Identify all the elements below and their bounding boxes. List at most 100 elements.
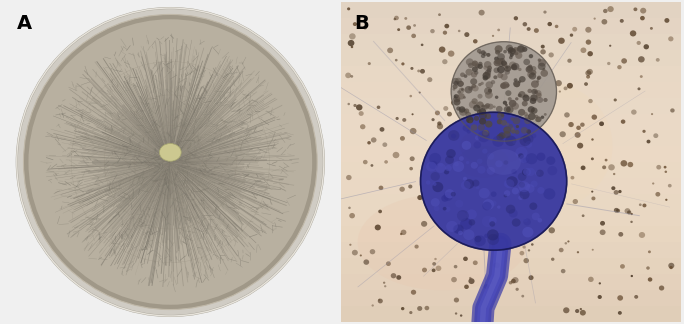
Circle shape — [506, 108, 510, 112]
Circle shape — [453, 84, 458, 89]
Circle shape — [490, 80, 495, 84]
Circle shape — [497, 73, 503, 78]
Circle shape — [470, 78, 477, 85]
Circle shape — [512, 218, 521, 227]
Bar — [341, 130, 681, 146]
Circle shape — [353, 22, 357, 26]
Circle shape — [443, 31, 447, 35]
Circle shape — [495, 96, 499, 99]
Circle shape — [472, 66, 478, 72]
Circle shape — [495, 160, 503, 168]
Circle shape — [473, 105, 480, 111]
Circle shape — [602, 166, 606, 169]
Circle shape — [543, 98, 548, 102]
Circle shape — [630, 221, 633, 223]
Circle shape — [451, 133, 456, 138]
Circle shape — [459, 87, 464, 93]
Circle shape — [482, 216, 494, 227]
Circle shape — [484, 87, 492, 95]
Circle shape — [656, 165, 661, 169]
Circle shape — [455, 200, 463, 208]
Bar — [341, 2, 681, 18]
Circle shape — [492, 136, 504, 147]
Circle shape — [512, 188, 519, 194]
Circle shape — [503, 101, 507, 105]
Circle shape — [432, 262, 436, 266]
Circle shape — [524, 118, 531, 124]
Circle shape — [668, 263, 674, 269]
Circle shape — [535, 170, 540, 176]
Circle shape — [531, 80, 539, 88]
Circle shape — [410, 95, 412, 97]
Circle shape — [523, 258, 529, 263]
Bar — [341, 194, 681, 210]
Circle shape — [457, 210, 469, 221]
Circle shape — [608, 164, 615, 170]
Circle shape — [463, 96, 466, 99]
Circle shape — [508, 97, 512, 101]
Circle shape — [637, 87, 640, 90]
Circle shape — [659, 285, 664, 291]
Circle shape — [506, 176, 518, 187]
Circle shape — [495, 50, 500, 55]
Circle shape — [384, 160, 388, 164]
Circle shape — [464, 109, 469, 114]
Circle shape — [458, 231, 463, 235]
Circle shape — [607, 6, 614, 12]
Circle shape — [387, 48, 393, 53]
Circle shape — [473, 62, 477, 66]
Circle shape — [536, 80, 539, 83]
Circle shape — [591, 157, 594, 160]
Text: A: A — [17, 15, 32, 33]
Circle shape — [401, 230, 406, 235]
Circle shape — [534, 115, 538, 119]
Circle shape — [358, 111, 364, 116]
Circle shape — [491, 191, 497, 197]
Circle shape — [540, 49, 546, 54]
Circle shape — [537, 76, 541, 80]
Circle shape — [515, 52, 523, 59]
Circle shape — [561, 269, 566, 273]
Circle shape — [451, 78, 459, 85]
Circle shape — [351, 46, 353, 48]
Circle shape — [532, 89, 538, 94]
Circle shape — [488, 89, 492, 92]
Circle shape — [510, 53, 514, 57]
Circle shape — [472, 179, 479, 187]
Circle shape — [497, 134, 503, 141]
Circle shape — [627, 162, 633, 167]
Circle shape — [474, 71, 478, 75]
Circle shape — [482, 130, 490, 137]
Circle shape — [500, 82, 507, 89]
Circle shape — [586, 75, 590, 79]
Circle shape — [508, 50, 512, 54]
Circle shape — [519, 76, 525, 82]
Circle shape — [464, 86, 473, 93]
Circle shape — [460, 218, 473, 230]
Circle shape — [640, 8, 646, 14]
Circle shape — [471, 84, 476, 88]
Circle shape — [433, 182, 436, 186]
Circle shape — [360, 124, 365, 129]
Circle shape — [498, 111, 501, 115]
Circle shape — [496, 106, 503, 112]
Circle shape — [526, 129, 531, 134]
Circle shape — [665, 199, 668, 201]
Circle shape — [380, 127, 384, 132]
Circle shape — [471, 98, 477, 104]
Circle shape — [488, 104, 494, 110]
Circle shape — [479, 118, 486, 125]
Circle shape — [527, 27, 531, 31]
Circle shape — [471, 72, 477, 78]
Circle shape — [502, 62, 508, 67]
Bar — [341, 17, 681, 34]
Circle shape — [466, 209, 477, 219]
Circle shape — [460, 314, 462, 317]
Circle shape — [462, 141, 471, 150]
Circle shape — [345, 73, 351, 78]
Circle shape — [436, 163, 446, 173]
Circle shape — [518, 45, 525, 52]
Circle shape — [538, 218, 542, 223]
Circle shape — [383, 282, 385, 284]
Circle shape — [456, 106, 461, 111]
